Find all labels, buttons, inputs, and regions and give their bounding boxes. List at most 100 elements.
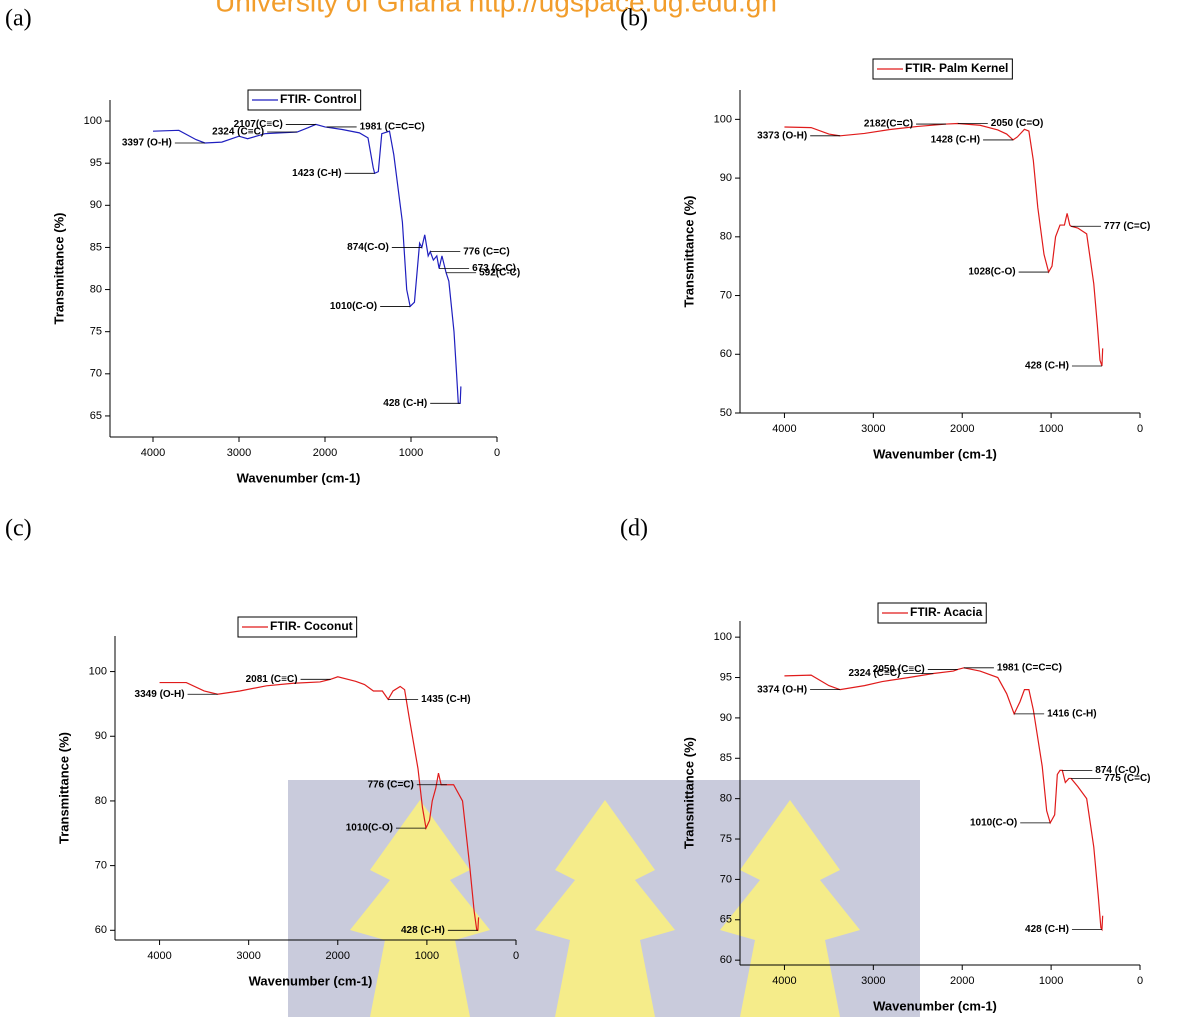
- x-tick-label: 0: [1137, 423, 1143, 435]
- annotation: 1423 (C-H): [292, 168, 341, 179]
- spectrum-line: [784, 667, 1104, 932]
- y-tick-label: 90: [95, 730, 107, 742]
- x-tick-label: 4000: [772, 423, 796, 435]
- x-tick-label: 1000: [1039, 423, 1063, 435]
- x-tick-label: 2000: [950, 975, 974, 987]
- x-axis-label: Wavenumber (cm-1): [873, 998, 997, 1013]
- annotation: 3397 (O-H): [122, 138, 172, 149]
- annotation: 2324 (C≡C): [848, 668, 900, 679]
- y-tick-label: 95: [720, 671, 732, 683]
- y-tick-label: 70: [720, 289, 732, 301]
- y-tick-label: 90: [90, 199, 102, 211]
- panel-label: (a): [5, 6, 32, 32]
- y-axis-label: Transmittance (%): [56, 732, 71, 844]
- x-tick-label: 1000: [399, 447, 423, 459]
- annotation: 1435 (C-H): [421, 694, 470, 705]
- y-tick-label: 85: [720, 752, 732, 764]
- y-tick-label: 60: [95, 924, 107, 936]
- y-tick-label: 80: [720, 231, 732, 243]
- annotation: 428 (C-H): [401, 925, 445, 936]
- annotation: 777 (C=C): [1104, 221, 1150, 232]
- annotation: 673 (C-C): [472, 263, 516, 274]
- annotation: 1010(C-O): [330, 301, 377, 312]
- y-tick-label: 65: [720, 914, 732, 926]
- x-axis-label: Wavenumber (cm-1): [237, 470, 361, 485]
- y-tick-label: 70: [720, 873, 732, 885]
- y-axis-label: Transmittance (%): [51, 213, 66, 325]
- x-tick-label: 3000: [861, 423, 885, 435]
- annotation: 2324 (C≡C): [212, 127, 264, 138]
- watermark-text: University of Ghana http://ugspace.ug.ed…: [215, 0, 777, 17]
- annotation: 2081 (C≡C): [246, 674, 298, 685]
- chart-panel: (d) 60 65 70 75 80 85 90 95 100 4000 3000 2000 1000 0 T…: [620, 516, 1151, 1014]
- annotation: 1028(C-O): [968, 267, 1015, 278]
- y-tick-label: 60: [720, 348, 732, 360]
- annotation: 874(C-O): [347, 242, 389, 253]
- annotation: 2050 (C≡C): [873, 664, 925, 675]
- legend-label: FTIR- Control: [280, 92, 357, 106]
- x-tick-label: 2000: [313, 447, 337, 459]
- legend-box: [237, 616, 358, 638]
- annotation: 874 (C-O): [1095, 765, 1139, 776]
- legend-box: [872, 58, 1013, 80]
- chart-panel: (c) 60 70 80 90 100 4000 3000 2000 1000 0 Transmitt…: [5, 516, 519, 989]
- panel-label: (d): [620, 516, 648, 542]
- annotation: 3373 (O-H): [757, 130, 807, 141]
- spectrum-line: [784, 122, 1104, 367]
- legend-label: FTIR- Palm Kernel: [905, 61, 1008, 75]
- panel-label: (b): [620, 6, 648, 32]
- x-tick-label: 0: [1137, 975, 1143, 987]
- watermark-leaves: [350, 800, 860, 1017]
- y-tick-label: 90: [720, 172, 732, 184]
- legend-label: FTIR- Acacia: [910, 605, 983, 619]
- annotation: 3349 (O-H): [135, 689, 185, 700]
- x-tick-label: 4000: [772, 975, 796, 987]
- x-tick-label: 3000: [236, 950, 260, 962]
- annotation: 776 (C=C): [463, 246, 509, 257]
- y-tick-label: 90: [720, 712, 732, 724]
- annotation: 1416 (C-H): [1047, 709, 1096, 720]
- y-axis-label: Transmittance (%): [681, 196, 696, 308]
- x-tick-label: 3000: [227, 447, 251, 459]
- spectrum-line: [152, 123, 462, 404]
- annotation: 775 (C=C): [1104, 773, 1150, 784]
- annotation: 2050 (C=O): [991, 118, 1044, 129]
- x-tick-label: 4000: [141, 447, 165, 459]
- x-tick-label: 1000: [1039, 975, 1063, 987]
- y-tick-label: 100: [84, 115, 102, 127]
- chart-panel: (b) 50 60 70 80 90 100 4000 3000 2000 1000 0 Transmi…: [620, 6, 1150, 462]
- y-tick-label: 80: [95, 795, 107, 807]
- annotation: 1981 (C=C=C): [360, 122, 425, 133]
- annotation: 3374 (O-H): [757, 684, 807, 695]
- y-tick-label: 85: [90, 241, 102, 253]
- y-tick-label: 95: [90, 157, 102, 169]
- annotation: 1981 (C=C=C): [997, 662, 1062, 673]
- y-tick-label: 80: [720, 793, 732, 805]
- x-tick-label: 0: [513, 950, 519, 962]
- x-axis-label: Wavenumber (cm-1): [873, 446, 997, 461]
- y-tick-label: 70: [90, 368, 102, 380]
- x-tick-label: 4000: [147, 950, 171, 962]
- y-tick-label: 100: [89, 665, 107, 677]
- annotation: 1010(C-O): [346, 823, 393, 834]
- chart-panel: (a) 65 70 75 80 85 90 95 100 4000 3000 2000 1000 0 Tra…: [5, 6, 520, 486]
- annotation: 1010(C-O): [970, 818, 1017, 829]
- annotation: 428 (C-H): [1025, 924, 1069, 935]
- y-tick-label: 75: [90, 326, 102, 338]
- legend-label: FTIR- Coconut: [270, 619, 353, 633]
- annotation: 2182(C=C): [864, 119, 913, 130]
- y-tick-label: 100: [714, 631, 732, 643]
- y-tick-label: 75: [720, 833, 732, 845]
- spectrum-line: [159, 676, 480, 931]
- x-tick-label: 2000: [950, 423, 974, 435]
- y-tick-label: 80: [90, 283, 102, 295]
- y-tick-label: 65: [90, 410, 102, 422]
- annotation: 428 (C-H): [1025, 361, 1069, 372]
- annotation: 776 (C=C): [367, 779, 413, 790]
- x-tick-label: 2000: [326, 950, 350, 962]
- y-tick-label: 60: [720, 954, 732, 966]
- legend-box: [877, 602, 987, 624]
- legend-box: [247, 89, 362, 111]
